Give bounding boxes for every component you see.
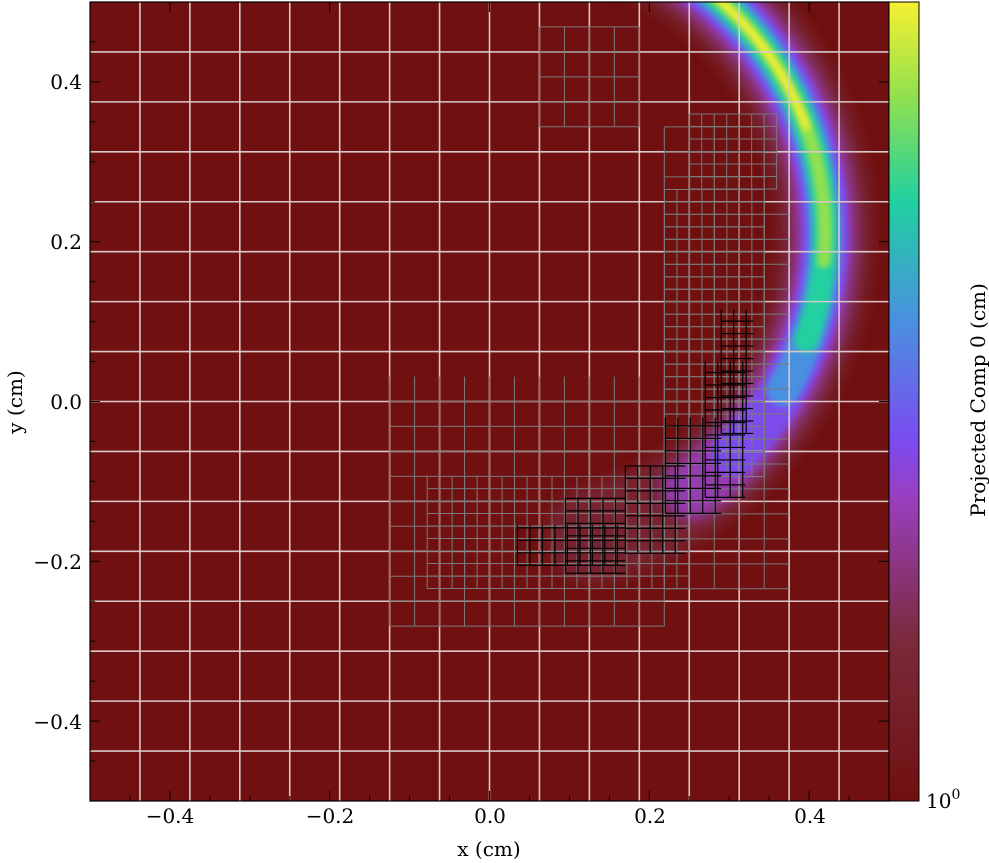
x-tick-label: 0.0	[474, 804, 506, 828]
y-tick-label: −0.2	[33, 550, 82, 574]
x-tick-labels: −0.4 −0.2 0.0 0.2 0.4	[146, 804, 826, 828]
density-peak	[716, 2, 810, 131]
y-axis-label: y (cm)	[3, 370, 27, 434]
amr-level-1-grid	[389, 26, 790, 627]
x-tick-label: 0.4	[794, 804, 826, 828]
amr-level-2-grid	[516, 309, 754, 574]
x-tick-label: 0.2	[634, 804, 666, 828]
y-tick-label: −0.4	[33, 710, 82, 734]
x-tick-label: −0.2	[306, 804, 355, 828]
colorbar	[888, 1, 920, 802]
colorbar-label: Projected Comp 0 (cm)	[966, 283, 989, 517]
y-tick-labels: −0.4 −0.2 0.0 0.2 0.4	[33, 70, 82, 734]
colorbar-tick-label: 100	[926, 787, 960, 813]
x-tick-label: −0.4	[146, 804, 195, 828]
y-tick-label: 0.2	[50, 230, 82, 254]
axis-ticks	[90, 2, 889, 801]
y-tick-label: 0.0	[50, 390, 82, 414]
y-tick-label: 0.4	[50, 70, 82, 94]
x-axis-label: x (cm)	[457, 837, 520, 861]
